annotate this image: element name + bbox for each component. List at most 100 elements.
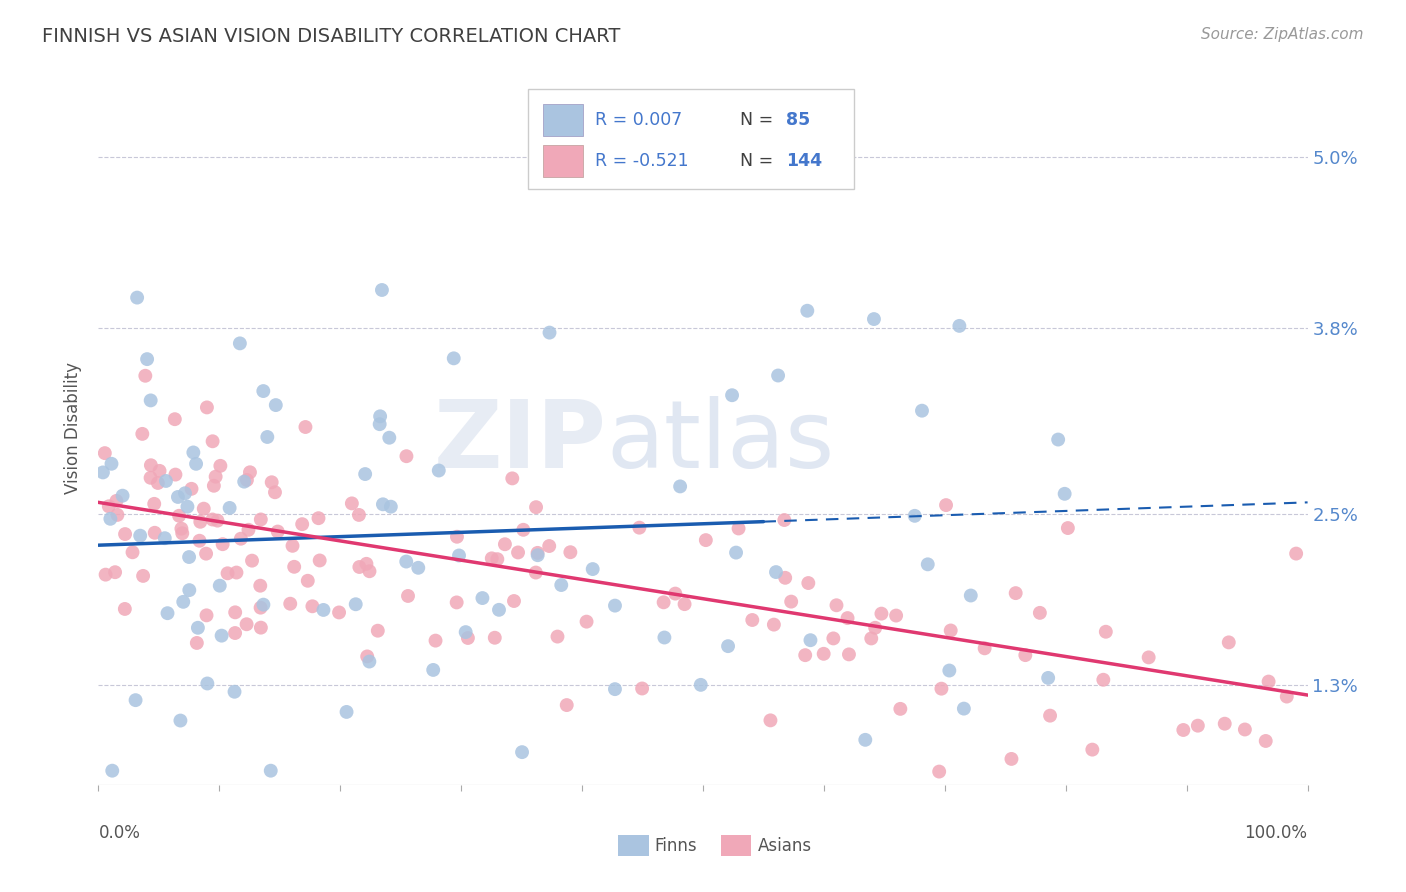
Point (202, 479, 225, 493)
Point (143, 525, 166, 540)
Point (427, 463, 450, 477)
FancyBboxPatch shape (721, 835, 751, 856)
Point (853, 732, 876, 747)
Point (396, 589, 419, 603)
Point (367, 624, 389, 638)
Point (347, 508, 370, 522)
Point (721, 388, 744, 402)
Point (935, 498, 957, 512)
Point (494, 537, 516, 551)
Point (652, 595, 675, 609)
Point (422, 663, 444, 677)
Point (267, 524, 290, 539)
Point (281, 539, 304, 553)
Point (446, 595, 468, 609)
Point (1173, 723, 1195, 737)
Point (143, 497, 166, 511)
Point (628, 521, 651, 535)
Point (187, 621, 209, 635)
Point (512, 523, 534, 537)
Point (395, 555, 418, 569)
Point (127, 291, 149, 305)
Point (457, 631, 479, 645)
Point (741, 613, 763, 627)
Point (380, 500, 402, 514)
Point (765, 565, 787, 579)
Point (176, 500, 198, 514)
Point (201, 512, 224, 526)
Point (224, 605, 246, 619)
Point (547, 630, 569, 644)
Point (406, 561, 429, 575)
Point (371, 497, 394, 511)
Text: N =: N = (741, 111, 773, 128)
Point (264, 398, 287, 412)
Point (959, 589, 981, 603)
Text: R = 0.007: R = 0.007 (595, 111, 683, 128)
Point (1233, 723, 1256, 737)
Point (1036, 671, 1059, 685)
Text: ZIP: ZIP (433, 396, 606, 489)
Point (101, 764, 124, 778)
Point (252, 384, 274, 398)
Point (503, 594, 526, 608)
Point (446, 530, 468, 544)
Point (669, 479, 692, 493)
Point (148, 464, 170, 478)
Point (94, 446, 117, 460)
Point (582, 562, 605, 576)
FancyBboxPatch shape (527, 89, 855, 189)
Text: 144: 144 (786, 152, 823, 169)
Point (291, 517, 314, 532)
Text: R = -0.521: R = -0.521 (595, 152, 689, 169)
Point (218, 500, 240, 515)
Point (174, 486, 197, 500)
Point (538, 539, 561, 553)
Point (823, 632, 845, 646)
Point (335, 705, 357, 719)
Point (1218, 635, 1240, 649)
Point (356, 649, 378, 664)
Point (1137, 650, 1160, 665)
Point (308, 511, 330, 525)
Point (252, 598, 274, 612)
Point (340, 496, 363, 510)
Y-axis label: Vision Disability: Vision Disability (65, 362, 83, 494)
Point (236, 473, 259, 487)
Point (1000, 752, 1022, 766)
Point (107, 508, 129, 522)
Point (354, 467, 377, 481)
Point (131, 426, 153, 441)
Point (224, 626, 246, 640)
Point (170, 522, 193, 536)
Point (249, 579, 271, 593)
Point (904, 508, 927, 523)
Point (186, 636, 208, 650)
Text: atlas: atlas (606, 396, 835, 489)
Point (163, 412, 186, 426)
Point (264, 485, 287, 500)
Point (301, 599, 323, 614)
Point (356, 557, 378, 571)
Text: Finns: Finns (655, 837, 697, 855)
Point (1039, 708, 1062, 723)
Text: N =: N = (741, 152, 773, 169)
Point (425, 633, 447, 648)
Point (484, 631, 506, 645)
Point (1004, 586, 1026, 600)
Point (939, 624, 962, 638)
FancyBboxPatch shape (543, 145, 583, 177)
Point (1057, 521, 1080, 535)
Point (179, 583, 201, 598)
Point (207, 514, 229, 528)
Point (863, 312, 886, 326)
Point (603, 682, 626, 697)
Point (359, 564, 381, 578)
Point (796, 303, 818, 318)
Point (555, 698, 578, 712)
Point (172, 595, 194, 609)
Point (395, 449, 418, 463)
Point (673, 597, 696, 611)
Point (224, 685, 246, 699)
Point (1187, 719, 1209, 733)
